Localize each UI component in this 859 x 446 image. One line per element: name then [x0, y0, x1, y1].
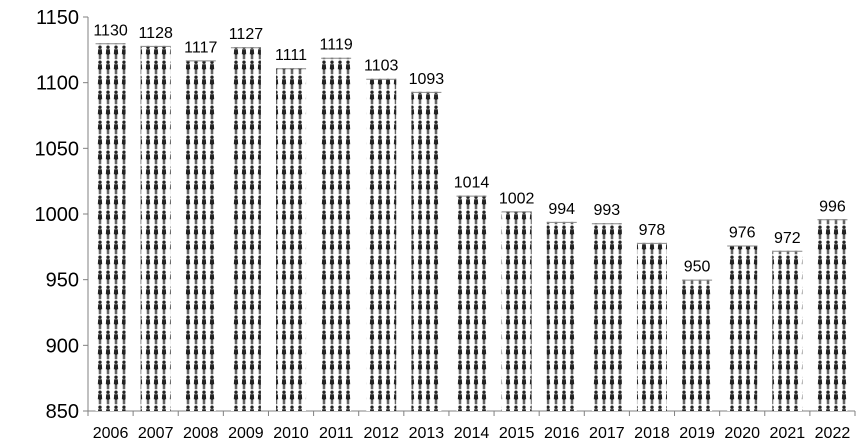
- x-tick-label: 2006: [93, 425, 129, 442]
- data-label: 993: [594, 202, 621, 219]
- data-label: 1002: [499, 190, 535, 207]
- data-label: 996: [819, 198, 846, 215]
- bar: [501, 211, 532, 411]
- x-tick-label: 2011: [319, 425, 354, 442]
- bar: [230, 47, 261, 411]
- bar: [636, 242, 667, 411]
- bar: [727, 245, 758, 411]
- x-tick-label: 2016: [544, 425, 580, 442]
- bar: [682, 279, 713, 411]
- bar: [546, 221, 577, 411]
- bar: [140, 45, 171, 411]
- x-tick-label: 2010: [273, 425, 309, 442]
- x-tick-label: 2017: [589, 425, 625, 442]
- bar: [95, 43, 126, 412]
- labels: 2006 1130 2007 1128 2008 1117 2009 1127 2010 1111…: [93, 22, 851, 442]
- bar: [817, 219, 848, 411]
- data-label: 1128: [138, 25, 173, 42]
- x-tick-label: 2013: [409, 425, 445, 442]
- x-tick-label: 2008: [183, 425, 219, 442]
- bars: [95, 43, 848, 412]
- x-tick-label: 2022: [815, 425, 851, 442]
- bar: [276, 68, 307, 411]
- x-tick-label: 2007: [138, 425, 174, 442]
- x-tick-label: 2018: [634, 425, 670, 442]
- y-tick-label: 1000: [35, 204, 80, 226]
- y-tick-label: 850: [46, 401, 79, 423]
- y-tick-label: 1050: [35, 138, 80, 160]
- axes: 850 900 950 1000 1050 1100 1150: [35, 7, 856, 423]
- bar: [185, 60, 216, 412]
- data-label: 994: [548, 201, 575, 218]
- data-label: 1111: [275, 47, 307, 64]
- y-tick-label: 900: [46, 335, 79, 357]
- y-tick-label: 1100: [36, 73, 79, 95]
- data-label: 1117: [184, 39, 217, 56]
- data-label: 1119: [320, 37, 353, 54]
- data-label: 1103: [364, 58, 399, 75]
- bar: [591, 223, 622, 411]
- data-label: 1014: [454, 175, 490, 192]
- bar: [772, 250, 803, 411]
- x-tick-label: 2019: [679, 425, 715, 442]
- y-tick-label: 950: [46, 270, 79, 292]
- data-label: 972: [774, 230, 801, 247]
- bar: [366, 78, 397, 411]
- data-label: 1130: [93, 22, 128, 39]
- x-tick-label: 2015: [499, 425, 535, 442]
- data-label: 1093: [409, 71, 445, 88]
- data-label: 950: [684, 259, 711, 276]
- x-tick-label: 2021: [770, 425, 806, 442]
- data-label: 1127: [229, 26, 264, 43]
- x-tick-label: 2009: [228, 425, 264, 442]
- bar: [456, 195, 487, 411]
- bar: [321, 57, 352, 412]
- data-label: 976: [729, 225, 756, 242]
- data-label: 978: [639, 222, 666, 239]
- x-tick-label: 2012: [363, 425, 399, 442]
- y-tick-label: 1150: [36, 7, 79, 29]
- x-tick-label: 2020: [724, 425, 760, 442]
- x-tick-label: 2014: [454, 425, 490, 442]
- bar: [411, 91, 442, 412]
